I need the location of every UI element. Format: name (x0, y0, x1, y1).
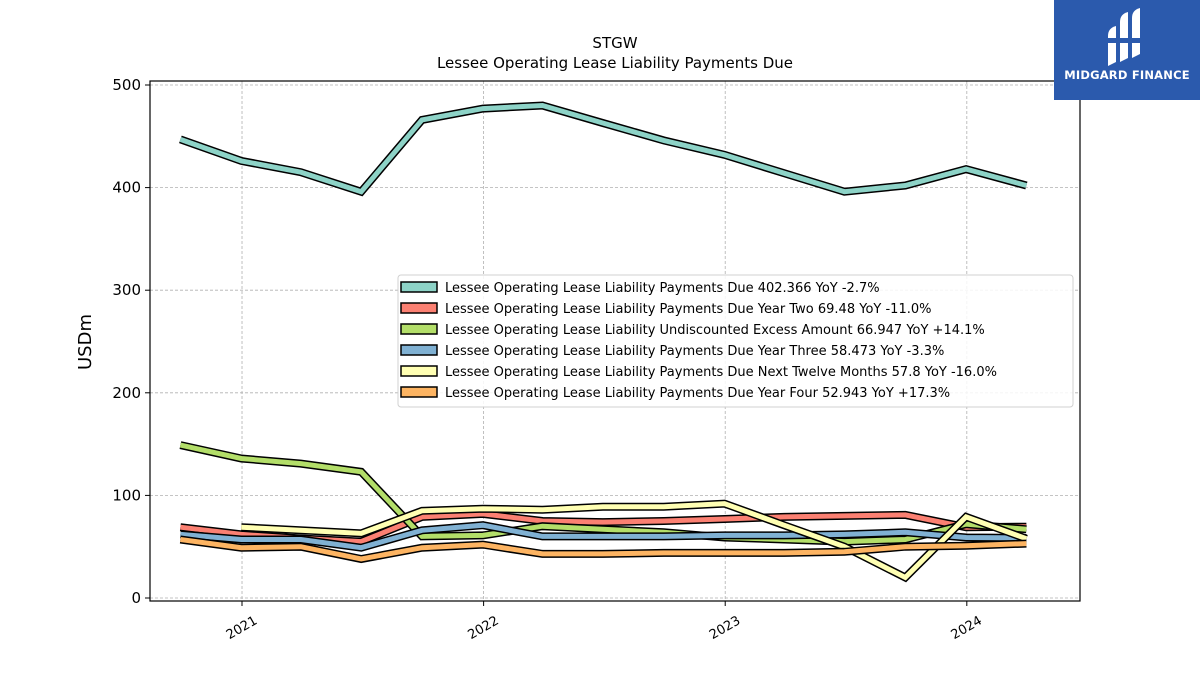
logo-mark-icon (1106, 8, 1144, 66)
series-line-5 (241, 499, 1028, 583)
x-tick-label: 2023 (707, 613, 743, 643)
x-tick-label: 2024 (949, 613, 985, 643)
legend-label: Lessee Operating Lease Liability Payment… (445, 302, 931, 317)
brand-logo: MIDGARD FINANCE (1054, 0, 1200, 100)
series-stroke (180, 522, 1027, 551)
y-tick-label: 200 (112, 384, 141, 402)
series-stroke (180, 537, 1027, 562)
legend: Lessee Operating Lease Liability Payment… (397, 274, 1074, 408)
series-outline (179, 101, 1028, 197)
y-axis-label: USDm (75, 314, 96, 370)
legend-swatch (400, 365, 438, 377)
y-tick-label: 400 (112, 179, 141, 197)
chart-subtitle: Lessee Operating Lease Liability Payment… (437, 54, 793, 72)
legend-swatch (400, 344, 438, 356)
chart-title: STGW (592, 34, 637, 52)
y-tick-label: 0 (131, 589, 141, 607)
series-stroke (179, 442, 1027, 545)
y-tick-label: 300 (112, 281, 141, 299)
series-line-6 (179, 535, 1027, 564)
series-line-4 (180, 521, 1027, 552)
legend-swatch (400, 281, 438, 293)
legend-box (397, 274, 1074, 408)
legend-label: Lessee Operating Lease Liability Payment… (445, 281, 880, 296)
x-tick-label: 2022 (465, 613, 501, 643)
series-line-3 (179, 441, 1027, 546)
legend-swatch (400, 386, 438, 398)
plot-frame (149, 80, 1081, 602)
legend-swatch (400, 302, 438, 314)
legend-label: Lessee Operating Lease Liability Undisco… (445, 323, 985, 338)
series-stroke (241, 501, 1028, 581)
legend-label: Lessee Operating Lease Liability Payment… (445, 365, 997, 380)
legend-label: Lessee Operating Lease Liability Payment… (445, 344, 944, 359)
series-line-1 (179, 101, 1028, 197)
legend-swatch (400, 323, 438, 335)
x-tick-label: 2021 (224, 613, 260, 643)
y-tick-label: 500 (112, 76, 141, 94)
y-tick-label: 100 (112, 486, 141, 504)
legend-label: Lessee Operating Lease Liability Payment… (445, 386, 950, 401)
series-group (179, 101, 1028, 583)
logo-text: MIDGARD FINANCE (1064, 68, 1190, 82)
series-stroke (179, 102, 1028, 195)
